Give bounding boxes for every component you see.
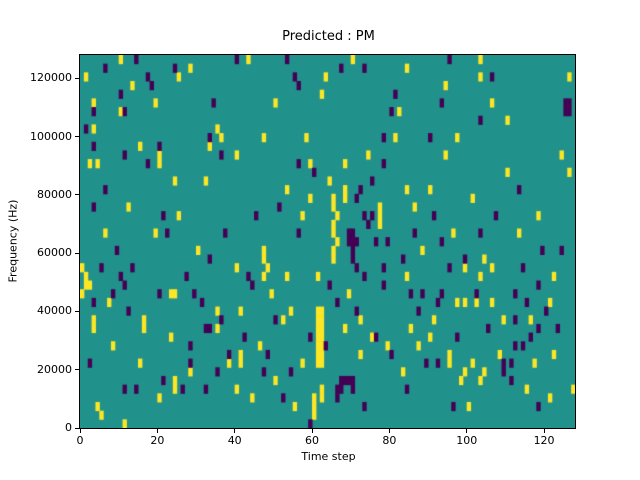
x-tick-label: 60 bbox=[305, 434, 320, 447]
y-tick-label: 40000 bbox=[37, 304, 72, 318]
x-tick-label: 0 bbox=[76, 434, 84, 447]
y-tick-label: 80000 bbox=[37, 187, 72, 201]
y-tick-mark bbox=[75, 77, 79, 79]
heatmap-plot-area bbox=[80, 55, 575, 428]
chart-title: Predicted : PM bbox=[282, 29, 375, 44]
y-tick-mark bbox=[75, 252, 79, 254]
y-tick-mark bbox=[75, 369, 79, 371]
y-tick-mark bbox=[75, 310, 79, 312]
y-tick-mark bbox=[75, 194, 79, 196]
x-tick-label: 80 bbox=[382, 434, 397, 447]
x-tick-label: 20 bbox=[150, 434, 165, 447]
plot-frame bbox=[79, 54, 576, 429]
x-tick-label: 100 bbox=[456, 434, 478, 447]
x-tick-mark bbox=[156, 429, 158, 433]
y-tick-label: 20000 bbox=[37, 362, 72, 376]
x-tick-mark bbox=[466, 429, 468, 433]
y-tick-label: 120000 bbox=[30, 71, 72, 85]
x-tick-label: 40 bbox=[227, 434, 242, 447]
x-tick-mark bbox=[79, 429, 81, 433]
y-tick-label: 0 bbox=[65, 421, 72, 434]
y-tick-label: 60000 bbox=[37, 246, 72, 260]
y-tick-mark bbox=[75, 136, 79, 138]
x-tick-mark bbox=[388, 429, 390, 433]
x-tick-mark bbox=[543, 429, 545, 433]
y-tick-label: 100000 bbox=[30, 129, 72, 143]
x-axis-label: Time step bbox=[301, 450, 356, 463]
x-tick-label: 120 bbox=[533, 434, 555, 447]
x-tick-mark bbox=[234, 429, 236, 433]
y-tick-mark bbox=[75, 427, 79, 429]
y-axis-label: Frequency (Hz) bbox=[6, 199, 20, 283]
x-tick-mark bbox=[311, 429, 313, 433]
